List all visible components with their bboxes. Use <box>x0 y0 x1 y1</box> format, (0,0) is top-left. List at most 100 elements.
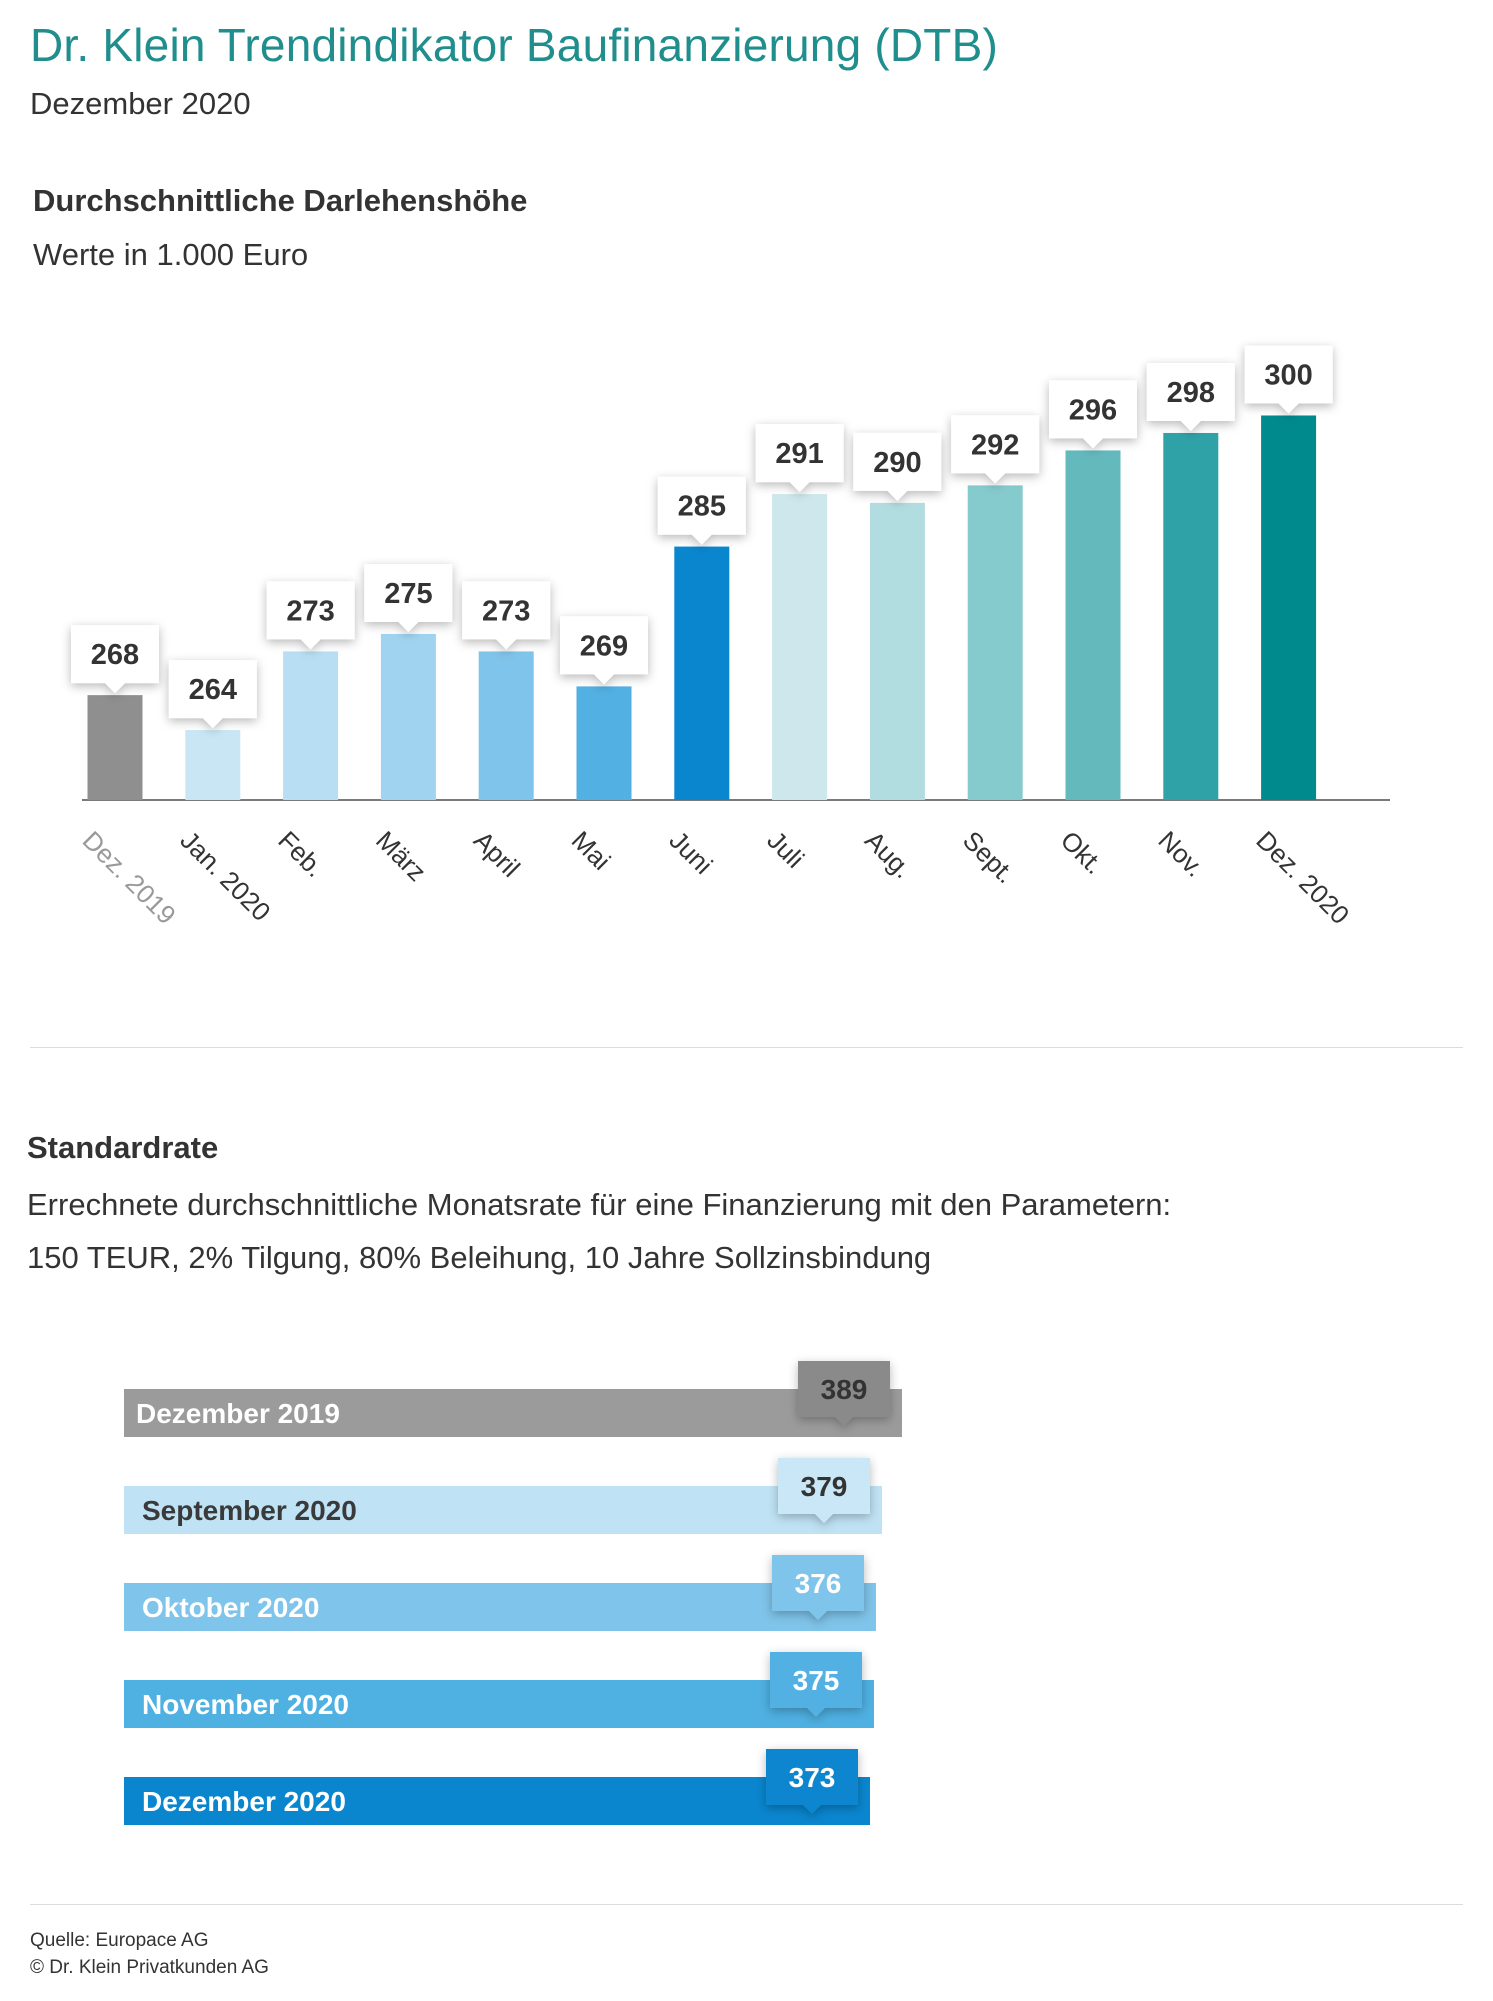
data-label: 269 <box>580 630 628 662</box>
bar-11 <box>1065 450 1121 800</box>
rate-value-label: 376 <box>795 1568 842 1599</box>
x-tick-label: Dez. 2020 <box>1250 825 1355 930</box>
data-label: 264 <box>189 674 237 706</box>
data-label: 275 <box>384 578 432 610</box>
bar-9 <box>869 502 925 800</box>
callout-box <box>778 1458 870 1523</box>
footer-source: Quelle: Europace AG <box>30 1930 209 1951</box>
rate-bar-label: November 2020 <box>142 1689 349 1720</box>
value-callout-9 <box>853 432 942 501</box>
value-callout-7 <box>657 476 746 545</box>
bar-3 <box>283 651 339 800</box>
rate-chart-description-line-1: Errechnete durchschnittliche Monatsrate … <box>27 1187 1172 1222</box>
rate-bar-label: Dezember 2019 <box>136 1398 340 1429</box>
x-tick-label: Feb. <box>272 825 330 883</box>
x-tick-label: Jan. 2020 <box>175 825 277 927</box>
data-label: 298 <box>1167 377 1215 409</box>
value-callout-11 <box>1049 380 1137 449</box>
callout-box <box>798 1361 890 1426</box>
callout-box <box>168 660 257 729</box>
rate-callout-1 <box>798 1361 890 1426</box>
callout-box <box>266 581 355 650</box>
value-callout-6 <box>560 616 648 685</box>
rate-bar-label: September 2020 <box>142 1495 357 1526</box>
data-label: 268 <box>91 639 139 671</box>
x-tick-label: Juli <box>761 825 810 874</box>
rate-chart-description-line-2: 150 TEUR, 2% Tilgung, 80% Beleihung, 10 … <box>27 1240 932 1275</box>
rate-value-label: 379 <box>801 1471 848 1502</box>
rate-bar-2 <box>124 1486 882 1534</box>
x-tick-label: März <box>370 825 432 887</box>
data-label: 285 <box>678 491 726 523</box>
bar-5 <box>478 651 534 800</box>
value-callout-2 <box>168 660 257 729</box>
data-label: 291 <box>775 438 823 470</box>
bar-8 <box>772 494 828 800</box>
value-callout-8 <box>755 424 844 493</box>
rate-bar-3 <box>124 1583 876 1631</box>
loan-chart-unit: Werte in 1.000 Euro <box>33 237 309 272</box>
callout-box <box>1146 362 1235 431</box>
data-label: 290 <box>873 447 921 479</box>
callout-box <box>1049 380 1137 449</box>
rate-callout-3 <box>772 1555 864 1620</box>
bar-4 <box>380 633 436 800</box>
bar-13 <box>1261 415 1317 800</box>
data-label: 300 <box>1264 359 1312 391</box>
data-label: 273 <box>482 595 530 627</box>
bar-7 <box>674 546 730 800</box>
rate-bar-5 <box>124 1777 870 1825</box>
footer-copyright: © Dr. Klein Privatkunden AG <box>30 1957 269 1978</box>
callout-box <box>766 1749 858 1814</box>
rate-bar-label: Dezember 2020 <box>142 1786 346 1817</box>
data-label: 273 <box>286 595 334 627</box>
section-divider <box>30 1047 1463 1048</box>
x-tick-label: Sept. <box>957 825 1021 889</box>
value-callout-3 <box>266 581 355 650</box>
value-callout-10 <box>951 415 1040 484</box>
callout-box <box>755 424 844 493</box>
x-tick-label: April <box>468 825 526 883</box>
callout-box <box>951 415 1040 484</box>
value-callout-12 <box>1146 362 1235 431</box>
data-label: 292 <box>971 429 1019 461</box>
page-title: Dr. Klein Trendindikator Baufinanzierung… <box>30 19 998 71</box>
rate-chart-title: Standardrate <box>27 1130 219 1165</box>
rate-value-label: 373 <box>789 1762 836 1793</box>
value-callout-5 <box>462 581 551 650</box>
value-callout-1 <box>71 625 159 694</box>
rate-value-label: 375 <box>793 1665 840 1696</box>
standard-rate-bar-chart: Dezember 2019 389 September 2020 379 Oktober… <box>124 1361 902 1825</box>
footer-divider <box>30 1904 1463 1905</box>
callout-box <box>462 581 551 650</box>
rate-callout-2 <box>778 1458 870 1523</box>
data-label: 296 <box>1069 394 1117 426</box>
value-callout-13 <box>1244 345 1333 414</box>
callout-box <box>772 1555 864 1620</box>
callout-box <box>71 625 159 694</box>
callout-box <box>770 1652 862 1717</box>
x-tick-label: Juni <box>664 825 719 880</box>
x-tick-label: Okt. <box>1055 825 1110 880</box>
x-tick-label: Nov. <box>1153 825 1211 883</box>
x-tick-label: Aug. <box>859 825 918 884</box>
callout-box <box>657 476 746 545</box>
rate-bar-1 <box>124 1389 902 1437</box>
rate-bar-4 <box>124 1680 874 1728</box>
bar-6 <box>576 686 632 800</box>
rate-bar-label: Oktober 2020 <box>142 1592 319 1623</box>
callout-box <box>560 616 648 685</box>
bar-10 <box>967 485 1023 800</box>
bar-12 <box>1163 432 1219 800</box>
callout-box <box>364 563 453 632</box>
loan-amount-bar-chart: 268 Dez. 2019 264 Jan. 2020 273 Feb. 275 März 27… <box>71 345 1390 930</box>
value-callout-4 <box>364 563 453 632</box>
loan-chart-title: Durchschnittliche Darlehenshöhe <box>33 183 528 218</box>
x-tick-label: Dez. 2019 <box>77 825 182 930</box>
rate-callout-5 <box>766 1749 858 1814</box>
callout-box <box>853 432 942 501</box>
bar-1 <box>87 695 143 800</box>
rate-callout-4 <box>770 1652 862 1717</box>
rate-value-label: 389 <box>821 1374 868 1405</box>
